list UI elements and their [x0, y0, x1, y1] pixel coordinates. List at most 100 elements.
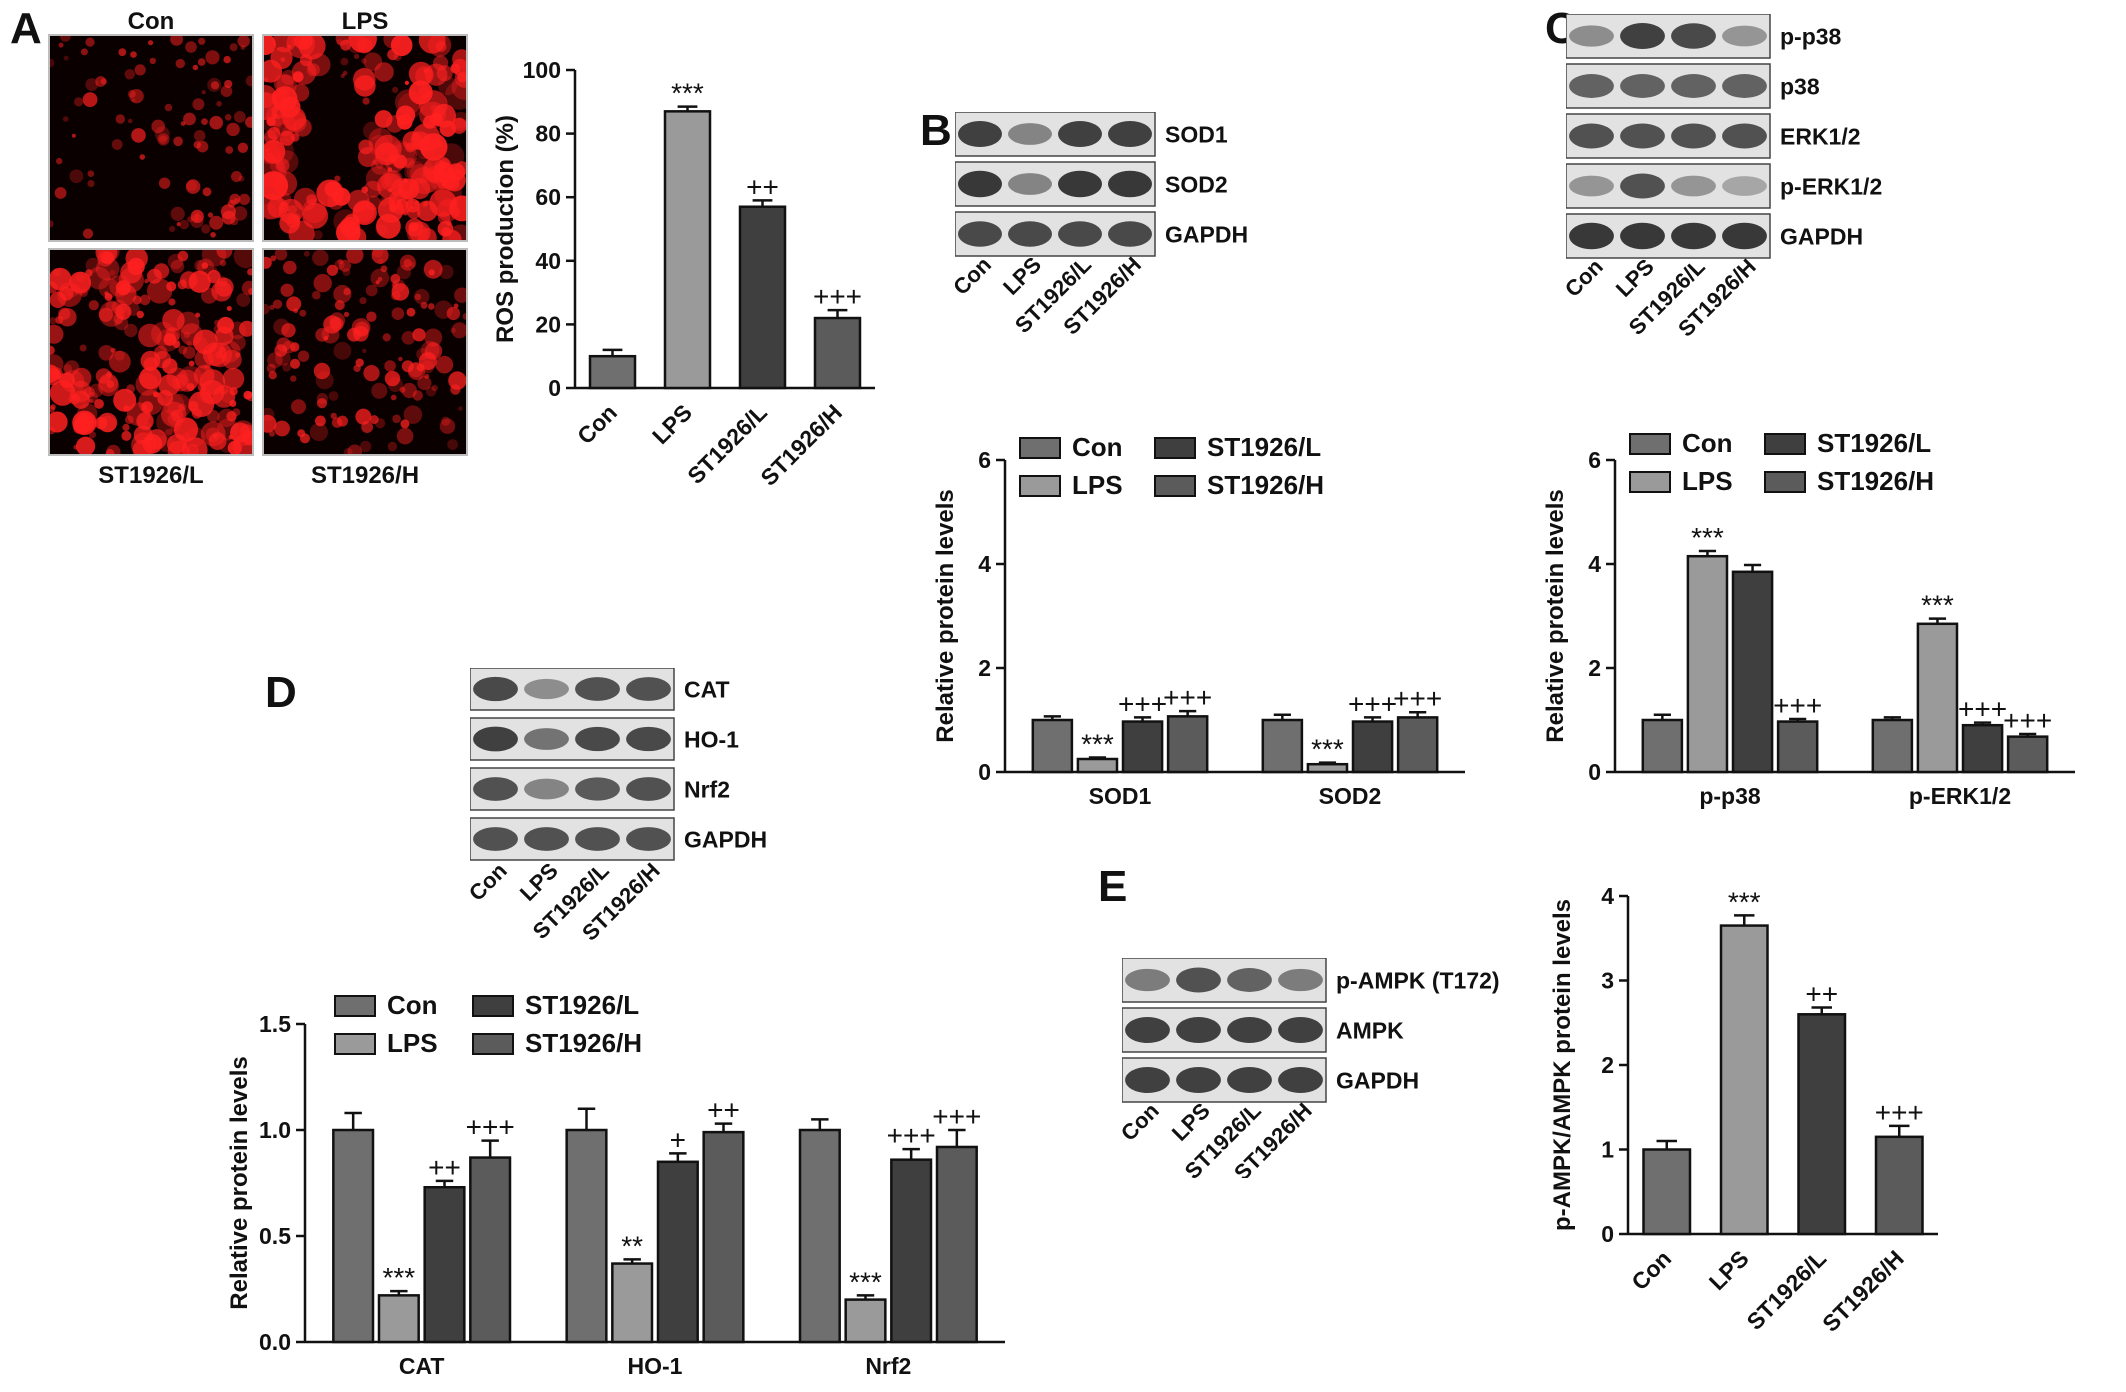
blot-row-p-p38: p-p38 [1566, 14, 1842, 59]
bar-cat-con [332, 1128, 375, 1344]
legend-swatch-con [334, 995, 376, 1017]
y-tick-label: 100 [523, 57, 561, 83]
bar-cat-st1926-l [423, 1185, 466, 1344]
legend-swatch-lps [1019, 475, 1061, 497]
y-tick-label: 0.0 [259, 1329, 291, 1355]
micrograph-st1926-l-image [50, 250, 252, 454]
bar-nrf2-st1926-h-annotation: +++ [932, 1101, 981, 1132]
bar-sod2-st1926-l-annotation: +++ [1348, 688, 1397, 719]
legend-swatch-lps [334, 1033, 376, 1055]
blot-label-ho-1: HO-1 [684, 726, 739, 752]
bar-nrf2-st1926-l-annotation: +++ [887, 1120, 936, 1151]
x-tick-label-lps: LPS [1704, 1245, 1754, 1295]
bar-nrf2-lps [844, 1298, 887, 1344]
bar-p-p38-con [1641, 718, 1684, 774]
legend-label-st1926-l: ST1926/L [1817, 428, 1931, 458]
bar-sod1-con [1031, 718, 1074, 774]
legend-swatch-st1926-h [472, 1033, 514, 1055]
y-axis-label: Relative protein levels [1542, 489, 1569, 742]
blot-label-nrf2: Nrf2 [684, 776, 730, 802]
y-tick-label: 40 [535, 248, 561, 274]
blot-label-gapdh: GAPDH [1780, 223, 1863, 249]
micrograph-con-image [50, 36, 252, 240]
bar-p-erk1-2-st1926-h [2006, 735, 2049, 774]
x-tick-label-con: Con [1626, 1245, 1676, 1295]
legend-swatch-st1926-l [472, 995, 514, 1017]
bar-nrf2-lps-annotation: *** [849, 1266, 882, 1297]
bar-lps-annotation: *** [671, 78, 704, 109]
lane-label-con: Con [470, 858, 512, 906]
lane-label-con: Con [1122, 1098, 1164, 1146]
lane-label-con: Con [955, 252, 996, 300]
bar-ho-1-lps [611, 1262, 654, 1344]
x-tick-label-sod1: SOD1 [1089, 783, 1152, 809]
blot-label-ampk: AMPK [1336, 1017, 1404, 1043]
blot-label-p-ampk-t172: p-AMPK (T172) [1336, 967, 1500, 993]
legend-label-con: Con [1682, 428, 1733, 458]
blot-label-sod2: SOD2 [1165, 171, 1228, 197]
micrograph-st1926-l [48, 248, 254, 456]
bar-sod1-st1926-l [1121, 720, 1164, 774]
legend-label-con: Con [387, 990, 438, 1020]
y-tick-label: 6 [1588, 447, 1601, 473]
micrograph-label-st1926-l: ST1926/L [98, 462, 204, 489]
y-tick-label: 0 [1601, 1221, 1614, 1247]
micrograph-lps-image [264, 36, 466, 240]
legend-swatch-st1926-l [1154, 437, 1196, 459]
y-tick-label: 1.0 [259, 1117, 291, 1143]
y-tick-label: 0 [548, 375, 561, 401]
y-tick-label: 60 [535, 184, 561, 210]
legend-swatch-con [1019, 437, 1061, 459]
bar-ho-1-lps-annotation: ** [621, 1230, 643, 1261]
blot-row-gapdh: GAPDH [1566, 213, 1863, 259]
x-tick-label-ho-1: HO-1 [628, 1353, 683, 1379]
bar-ho-1-st1926-h-annotation: ++ [707, 1095, 740, 1126]
chart-c: 0 2 4 6 Relative protein levels *** +++ p-p38 **… [1542, 428, 2075, 809]
panel-letter-d: D [265, 668, 297, 717]
blot-row-gapdh: GAPDH [470, 817, 767, 861]
bar-p-erk1-2-lps-annotation: *** [1921, 590, 1954, 621]
legend-label-st1926-l: ST1926/L [525, 990, 639, 1020]
bar-p-erk1-2-st1926-h-annotation: +++ [2003, 705, 2052, 736]
bar-sod2-st1926-h-annotation: +++ [1393, 683, 1442, 714]
blot-row-ho-1: HO-1 [470, 717, 739, 761]
bar-st1926-h [1874, 1135, 1924, 1236]
bar-sod1-st1926-l-annotation: +++ [1118, 688, 1167, 719]
micrograph-label-con: Con [127, 8, 175, 35]
y-tick-label: 1.5 [259, 1011, 291, 1037]
bar-sod2-lps [1306, 762, 1349, 774]
bar-p-erk1-2-st1926-l [1961, 723, 2004, 774]
legend-label-st1926-l: ST1926/L [1207, 432, 1321, 462]
micrograph-label-st1926-h: ST1926/H [310, 462, 420, 489]
legend-swatch-st1926-h [1764, 471, 1806, 493]
y-tick-label: 2 [1588, 655, 1601, 681]
bar-p-p38-lps-annotation: *** [1691, 522, 1724, 553]
bar-sod1-lps [1076, 757, 1119, 774]
bar-sod1-st1926-h [1166, 715, 1209, 774]
bar-p-p38-lps [1686, 554, 1729, 774]
y-axis-label: p-AMPK/AMPK protein levels [1549, 899, 1576, 1231]
lane-label-con: Con [1566, 254, 1608, 302]
blot-row-cat: CAT [470, 668, 730, 711]
y-tick-label: 2 [1601, 1052, 1614, 1078]
blot-label-gapdh: GAPDH [684, 826, 767, 852]
x-tick-label-st1926-h: ST1926/H [755, 399, 847, 491]
legend-swatch-st1926-l [1764, 433, 1806, 455]
blot-row-p-ampk-t172: p-AMPK (T172) [1122, 958, 1500, 1003]
y-tick-label: 1 [1601, 1137, 1614, 1163]
y-axis-label: Relative protein levels [226, 1056, 253, 1309]
bar-st1926-l [738, 205, 787, 390]
blot-row-sod2: SOD2 [955, 161, 1228, 207]
legend-label-con: Con [1072, 432, 1123, 462]
y-tick-label: 3 [1601, 968, 1614, 994]
legend-swatch-st1926-h [1154, 475, 1196, 497]
blot-label-p-erk1-2: p-ERK1/2 [1780, 173, 1882, 199]
y-axis-label: Relative protein levels [932, 489, 959, 742]
bar-ho-1-con [565, 1128, 608, 1344]
x-tick-label-st1926-h: ST1926/H [1817, 1245, 1909, 1337]
y-axis-label: ROS production (%) [492, 115, 519, 343]
bar-lps [663, 110, 712, 390]
